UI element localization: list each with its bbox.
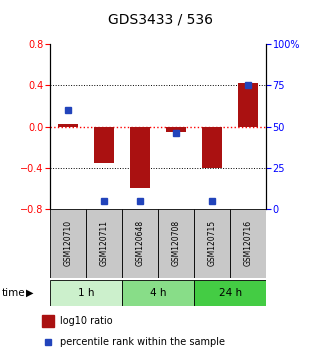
Text: 1 h: 1 h: [78, 288, 94, 298]
Bar: [50, 280, 122, 306]
Bar: [94, 127, 114, 162]
Bar: [86, 209, 122, 278]
Bar: [50, 209, 86, 278]
Bar: [122, 209, 158, 278]
Text: 24 h: 24 h: [219, 288, 242, 298]
Text: GSM120648: GSM120648: [135, 220, 144, 267]
Bar: [122, 280, 194, 306]
Bar: [194, 280, 266, 306]
Bar: [230, 209, 266, 278]
Text: 4 h: 4 h: [150, 288, 166, 298]
Text: GSM120708: GSM120708: [172, 220, 181, 267]
Bar: [239, 83, 258, 127]
Bar: [202, 127, 222, 168]
Text: GSM120716: GSM120716: [244, 220, 253, 267]
Bar: [166, 127, 186, 132]
Text: GSM120715: GSM120715: [208, 220, 217, 267]
Bar: [194, 209, 230, 278]
Bar: [58, 125, 78, 127]
Text: GSM120711: GSM120711: [100, 221, 108, 266]
Text: GSM120710: GSM120710: [63, 220, 72, 267]
Text: percentile rank within the sample: percentile rank within the sample: [60, 337, 225, 347]
Bar: [41, 315, 54, 327]
Bar: [130, 127, 150, 188]
Text: ▶: ▶: [26, 288, 33, 298]
Text: GDS3433 / 536: GDS3433 / 536: [108, 12, 213, 27]
Bar: [158, 209, 194, 278]
Text: time: time: [2, 288, 25, 298]
Text: log10 ratio: log10 ratio: [60, 316, 112, 326]
